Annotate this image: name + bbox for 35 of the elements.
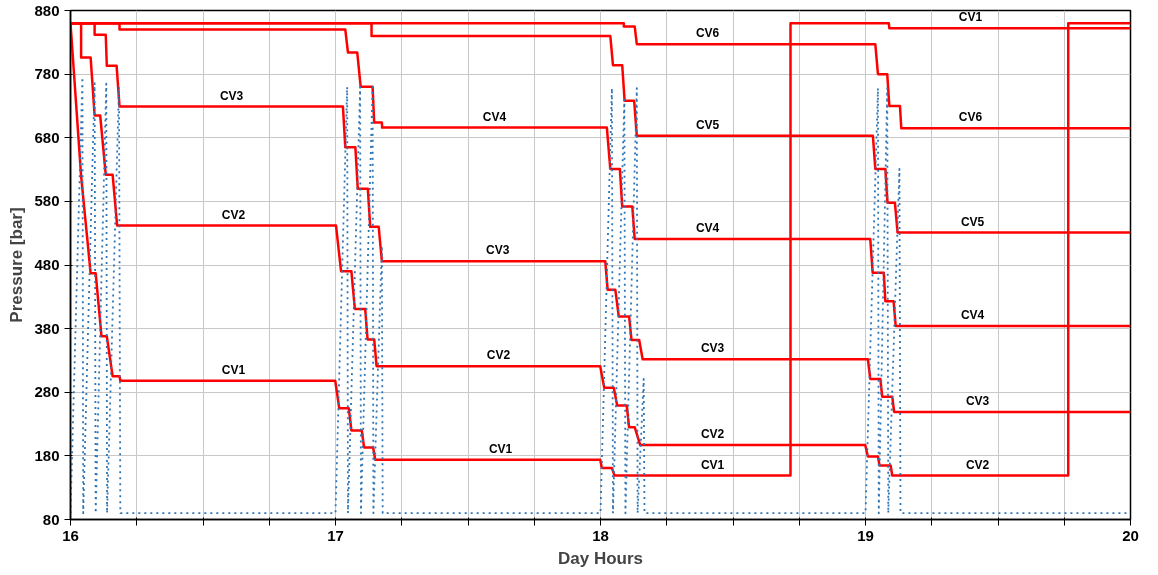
y-tick-label: 180 <box>34 446 60 464</box>
x-axis-title: Day Hours <box>557 548 644 568</box>
annotation: CV2 <box>221 207 246 222</box>
annotation: CV4 <box>960 308 985 323</box>
annotation: CV1 <box>488 441 513 456</box>
annotation: CV4 <box>482 109 507 124</box>
annotation: CV5 <box>960 214 985 229</box>
annotation: CV5 <box>695 117 720 132</box>
annotation: CV2 <box>700 427 725 442</box>
annotation: CV6 <box>958 110 983 125</box>
annotation: CV2 <box>486 348 511 363</box>
annotation: CV3 <box>219 88 244 103</box>
annotation: CV3 <box>700 341 725 356</box>
annotation: CV6 <box>695 26 720 41</box>
annotation: CV1 <box>700 457 725 472</box>
annotation: CV2 <box>965 457 990 472</box>
y-tick-label: 280 <box>34 383 60 401</box>
y-axis-title: Pressure [bar] <box>7 207 27 323</box>
y-tick-label: 380 <box>34 319 60 337</box>
x-tick-label: 19 <box>857 526 874 544</box>
annotation: CV3 <box>965 393 990 408</box>
y-tick-label: 880 <box>34 1 60 19</box>
x-tick-label: 20 <box>1122 526 1139 544</box>
x-tick-label: 17 <box>327 526 344 544</box>
x-tick-label: 16 <box>62 526 79 544</box>
y-tick-label: 680 <box>34 128 60 146</box>
y-tick-label: 480 <box>34 256 60 273</box>
annotation: CV1 <box>958 10 983 25</box>
annotation: CV4 <box>695 220 720 235</box>
y-tick-label: 580 <box>34 192 60 210</box>
y-tick-label: 80 <box>42 510 60 528</box>
annotation: CV1 <box>221 362 246 377</box>
annotation: CV3 <box>486 243 510 258</box>
y-tick-label: 780 <box>34 65 60 83</box>
x-tick-label: 18 <box>592 526 609 544</box>
